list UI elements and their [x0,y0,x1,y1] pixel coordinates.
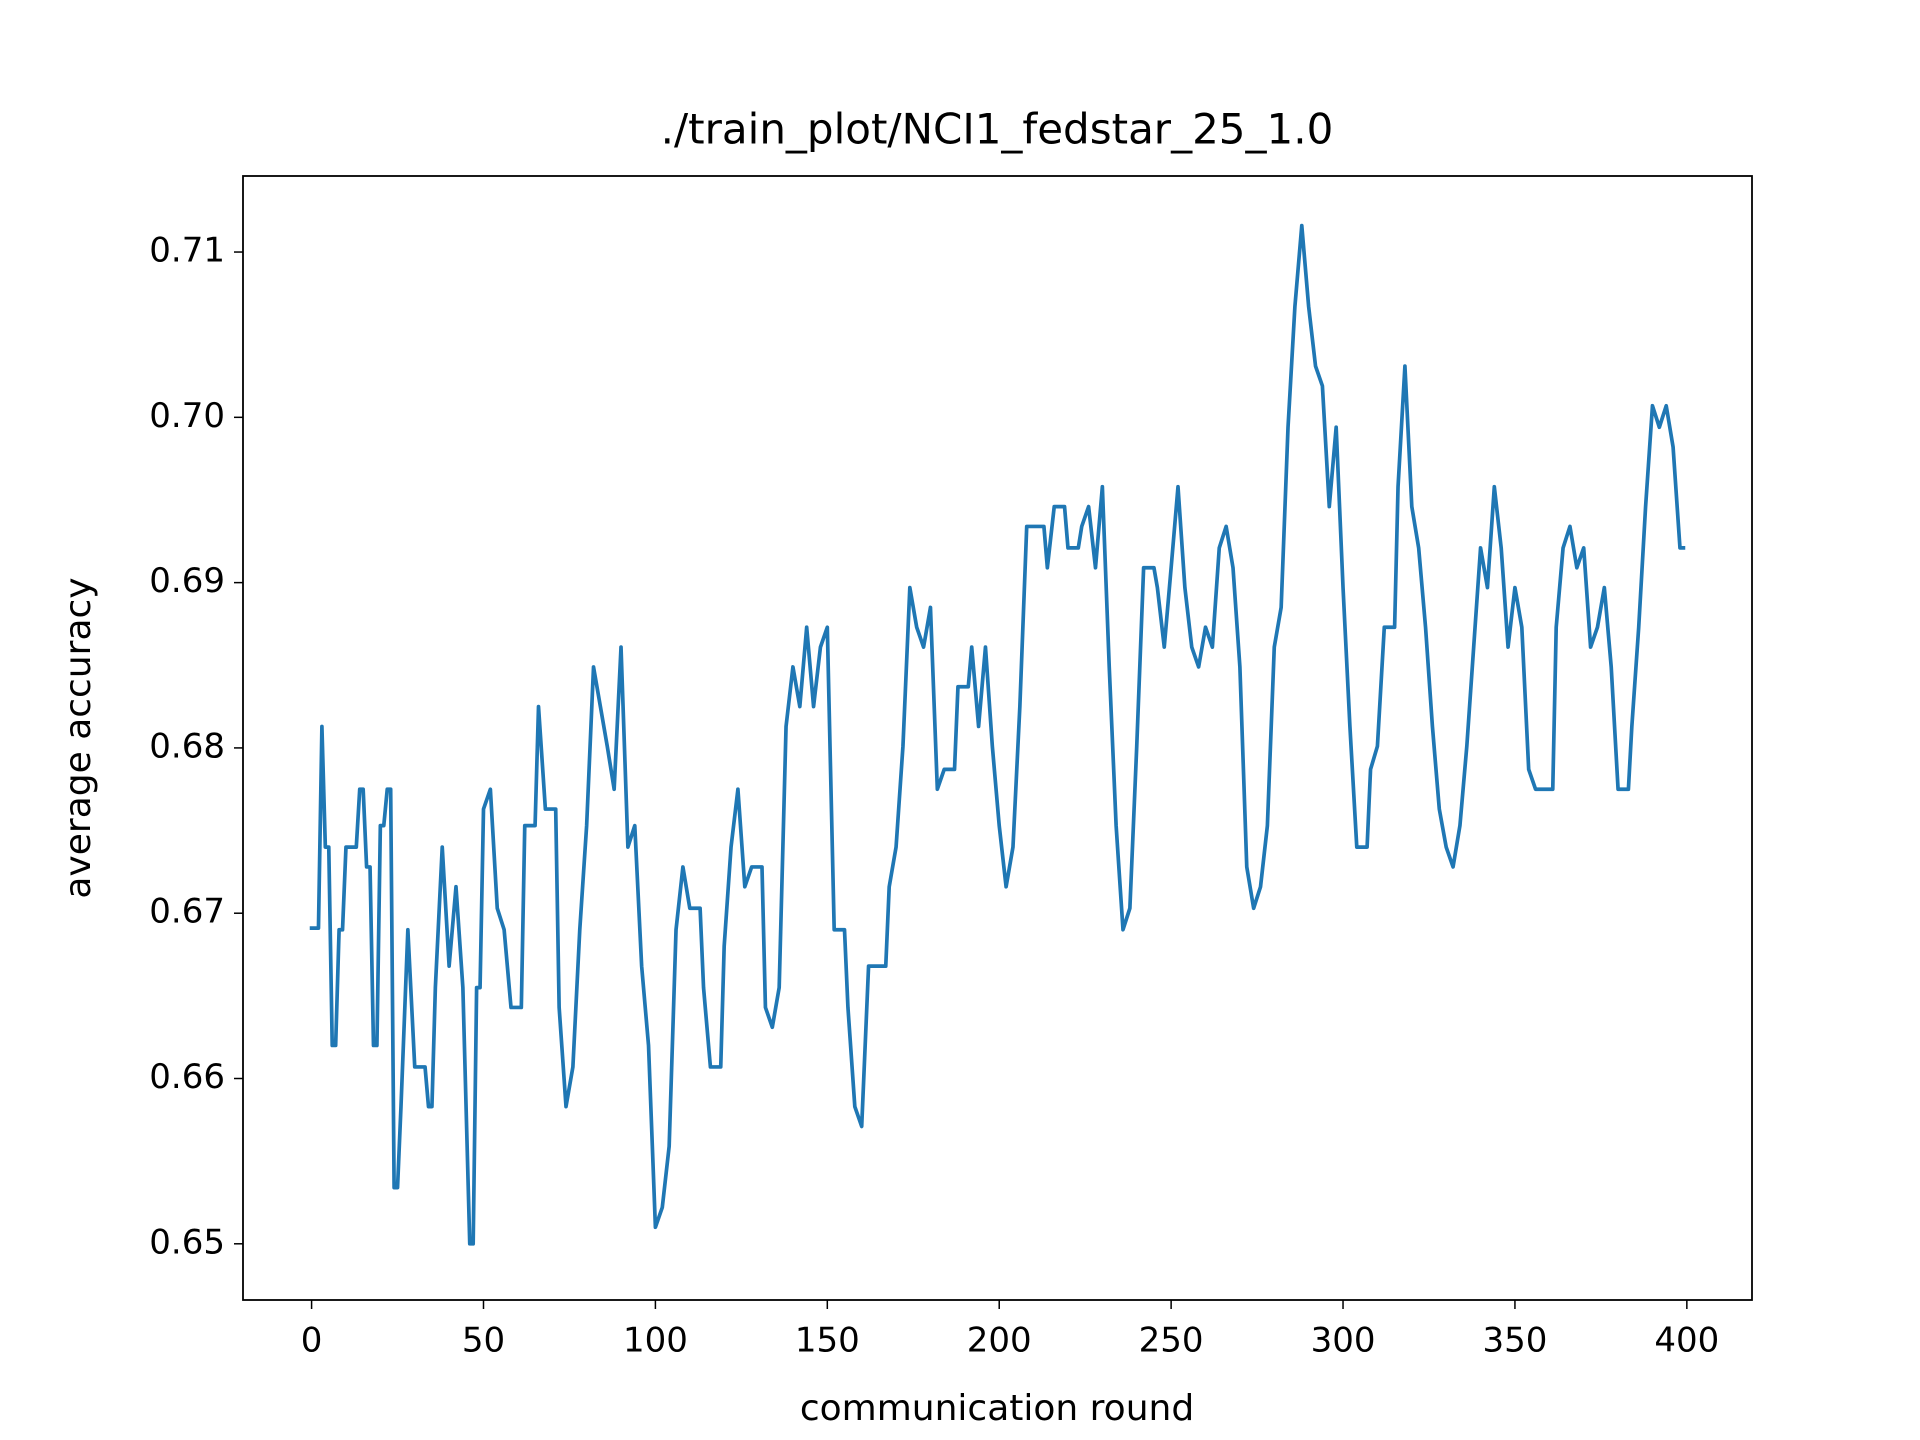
y-tick-label: 0.65 [149,1222,225,1262]
x-tick-label: 250 [1139,1321,1204,1361]
y-tick-label: 0.71 [149,231,225,271]
y-tick-label: 0.69 [149,561,225,601]
x-tick-label: 400 [1654,1321,1719,1361]
y-axis-label: average accuracy [58,577,99,898]
x-tick-label: 150 [795,1321,860,1361]
y-tick-label: 0.67 [149,892,225,932]
x-tick-label: 200 [967,1321,1032,1361]
x-tick-label: 0 [301,1321,323,1361]
chart-title: ./train_plot/NCI1_fedstar_25_1.0 [661,105,1334,154]
data-line [309,223,1686,1246]
y-tick-label: 0.66 [149,1057,225,1097]
x-tick-label: 50 [462,1321,505,1361]
x-axis-label: communication round [800,1388,1194,1429]
x-tick-label: 350 [1482,1321,1547,1361]
y-tick-label: 0.68 [149,726,225,766]
y-tick-label: 0.70 [149,396,225,436]
x-tick-label: 100 [623,1321,688,1361]
x-tick-label: 300 [1311,1321,1376,1361]
plot-frame [242,175,1753,1301]
